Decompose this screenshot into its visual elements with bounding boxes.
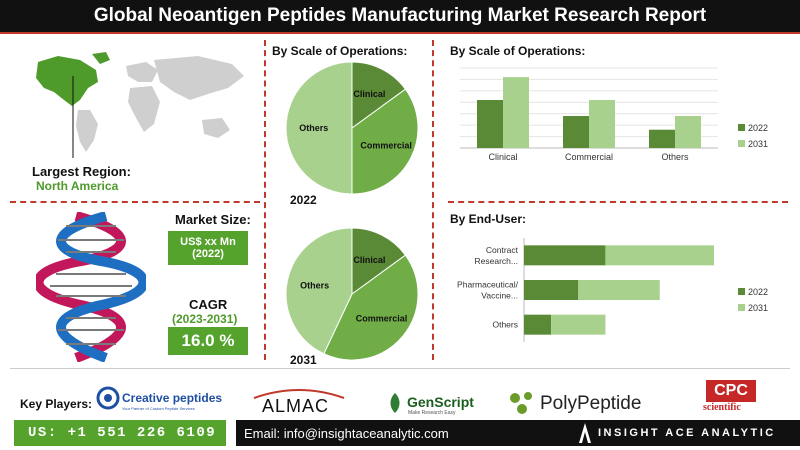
legend-swatch-2031: [738, 140, 745, 147]
market-size-year: (2022): [192, 248, 224, 260]
x-tick-label: Clinical: [488, 152, 517, 162]
pie-2031-year: 2031: [290, 353, 317, 367]
bar-commercial-2022: [563, 116, 589, 148]
bar-clinical-2031: [503, 77, 529, 148]
footer-phone: US: +1 551 226 6109: [14, 420, 226, 446]
legend-swatch-2031: [738, 304, 745, 311]
divider-left-h: [10, 201, 260, 203]
insight-ace-logo-icon: [579, 423, 591, 443]
pie-slice-others: [285, 227, 353, 355]
cagr-period: (2023-2031): [172, 312, 238, 326]
pie-heading: By Scale of Operations:: [272, 44, 408, 58]
bar-others-2031: [675, 116, 701, 148]
divider-bottom: [10, 368, 790, 369]
y-tick-label: Vaccine...: [481, 291, 518, 301]
pie-label-clinical: Clinical: [353, 255, 385, 265]
market-size-value: US$ xx Mn: [180, 236, 236, 248]
legend-label-2022: 2022: [748, 123, 768, 133]
legend-label-2022: 2022: [748, 287, 768, 297]
pie-slice-clinical: [351, 61, 407, 129]
y-tick-label: Others: [492, 320, 518, 330]
player-creative-peptides: Creative peptides: [122, 391, 223, 405]
largest-region-value: North America: [36, 179, 119, 193]
divider-right: [432, 40, 434, 360]
scale-bar-chart: Clinical Commercial Others 2022 2031: [460, 67, 768, 162]
pie-label-clinical: Clinical: [353, 89, 385, 99]
enduser-heading: By End-User:: [450, 212, 527, 226]
pie-2022-year: 2022: [290, 193, 317, 207]
pie-label-others: Others: [300, 281, 329, 291]
hbar-0-2031: [605, 245, 714, 266]
pie-slice-commercial: [323, 254, 419, 361]
bar-others-2022: [649, 129, 675, 148]
pie-slice-clinical: [351, 227, 407, 295]
genscript-logo-icon: [390, 393, 400, 413]
legend-label-2031: 2031: [748, 139, 768, 149]
divider-left: [264, 40, 266, 360]
y-tick-label: Research...: [475, 256, 518, 266]
pie-slice-commercial: [351, 88, 419, 195]
bar-commercial-2031: [589, 100, 615, 148]
legend-swatch-2022: [738, 124, 745, 131]
legend-swatch-2022: [738, 288, 745, 295]
cagr-value: 16.0 %: [168, 327, 248, 355]
cagr-label: CAGR: [189, 297, 228, 312]
polypeptide-logo-icon: [510, 392, 532, 414]
footer-email: Email: info@insightaceanalytic.com: [236, 420, 800, 446]
key-players-label: Key Players:: [20, 397, 93, 411]
divider-right-h: [448, 201, 788, 203]
pie-label-commercial: Commercial: [356, 313, 408, 323]
hbar-1-2031: [578, 280, 660, 300]
x-tick-label: Others: [661, 152, 689, 162]
y-tick-label: Pharmaceutical/: [457, 280, 519, 290]
footer-brand: INSIGHT ACE ANALYTIC: [598, 427, 776, 439]
player-creative-peptides-tagline: Your Partner of Custom Peptide Services: [122, 406, 195, 411]
hbar-0-2022: [524, 245, 606, 266]
x-tick-label: Commercial: [565, 152, 613, 162]
largest-region-label: Largest Region:: [32, 164, 131, 179]
pie-chart-2031: Clinical Commercial Others: [285, 227, 419, 361]
market-size-label: Market Size:: [175, 212, 251, 227]
pie-label-others: Others: [299, 123, 328, 133]
hbar-2-2022: [524, 314, 552, 335]
player-cpc: CPC: [706, 380, 756, 402]
player-polypeptide: PolyPeptide: [540, 393, 642, 414]
bar-heading: By Scale of Operations:: [450, 44, 586, 58]
creative-peptides-logo-icon: [96, 386, 120, 410]
market-size-box: US$ xx Mn (2022): [168, 231, 248, 265]
legend-label-2031: 2031: [748, 303, 768, 313]
hbar-2-2031: [551, 314, 606, 335]
hbar-1-2022: [524, 280, 579, 300]
y-tick-label: Contract: [486, 245, 519, 255]
report-title: Global Neoantigen Peptides Manufacturing…: [0, 0, 800, 34]
player-genscript: GenScript: [407, 394, 474, 410]
player-genscript-tagline: Make Research Easy: [408, 410, 456, 416]
pie-label-commercial: Commercial: [360, 140, 412, 150]
world-map: [36, 52, 244, 158]
player-cpc-sub: scientific: [703, 402, 741, 413]
player-almac: ALMAC: [262, 396, 330, 416]
almac-logo-arc-icon: [253, 389, 345, 399]
bar-clinical-2022: [477, 100, 503, 148]
pie-chart-2022: Clinical Commercial Others: [285, 61, 419, 195]
pie-slice-others: [285, 61, 353, 195]
dna-helix-icon: [36, 212, 146, 362]
